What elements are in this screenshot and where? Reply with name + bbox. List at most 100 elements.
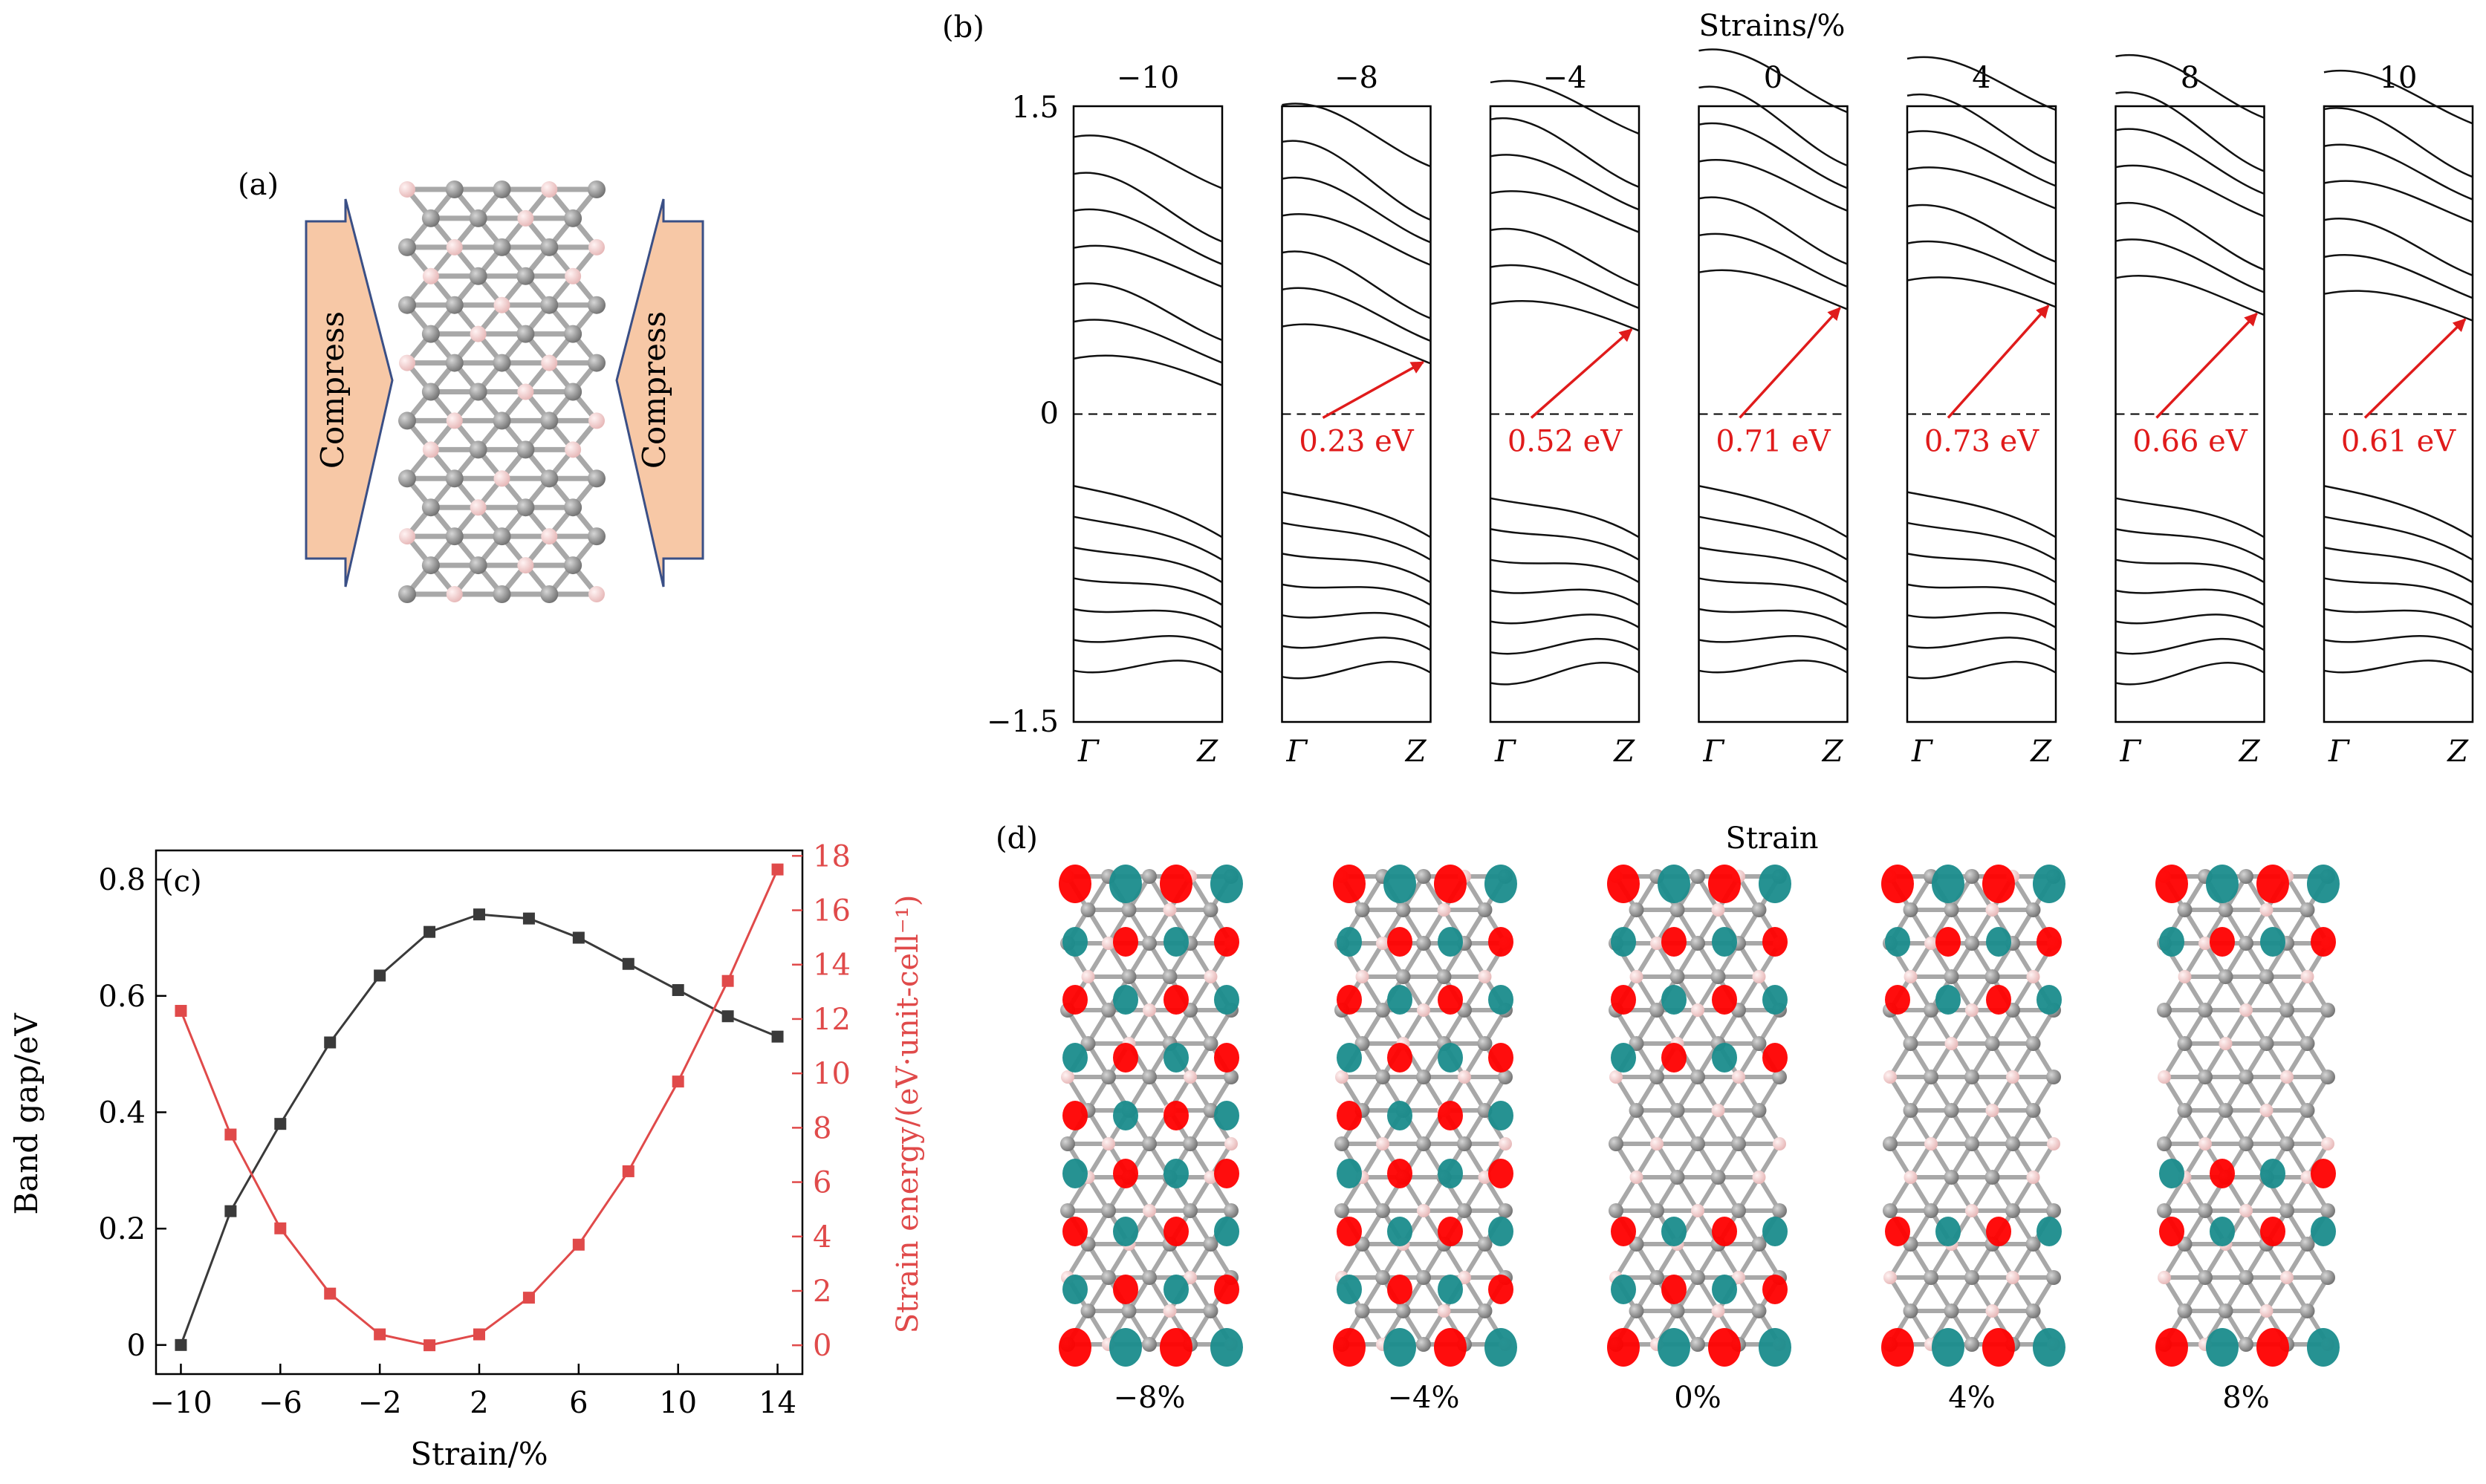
- panel-d-label: (d): [996, 821, 1038, 856]
- gap-label: 0.23 eV: [1299, 425, 1414, 459]
- carbon-atom: [1984, 1036, 2000, 1051]
- band-gap-line: [180, 913, 779, 1346]
- carbon-atom: [2239, 869, 2253, 884]
- carbon-atom: [1609, 1203, 1623, 1218]
- carbon-atom: [398, 411, 416, 430]
- valence-band: [1490, 588, 1640, 606]
- carbon-atom: [2259, 969, 2274, 984]
- boron-atom: [1985, 903, 1999, 917]
- charge-lobe-teal: [1986, 927, 2011, 957]
- boron-atom: [1499, 1137, 1512, 1151]
- boron-atom: [1184, 1271, 1197, 1284]
- charge-lobe-red: [1712, 1217, 1737, 1246]
- strain-energy-marker: [274, 1222, 287, 1234]
- charge-lobe-teal: [2033, 865, 2065, 903]
- boron-atom: [588, 586, 605, 602]
- boron-atom: [2280, 1271, 2294, 1284]
- charge-lobe-red: [1661, 1043, 1687, 1073]
- conduction-band: [1490, 299, 1640, 332]
- charge-lobe-red: [1881, 865, 1914, 903]
- boron-atom: [1691, 1204, 1704, 1217]
- carbon-atom: [1731, 1136, 1746, 1151]
- carbon-atom: [1416, 869, 1431, 884]
- boron-atom: [446, 238, 463, 256]
- boron-atom: [1143, 1003, 1156, 1017]
- conduction-band: [1490, 154, 1640, 211]
- bands: [1698, 48, 1849, 674]
- charge-lobe-red: [1214, 1159, 1239, 1188]
- carbon-atom: [469, 440, 487, 459]
- boron-atom: [1732, 1271, 1745, 1284]
- charge-lobe-red: [1059, 865, 1091, 903]
- band-xtick-z: Z: [1821, 735, 1844, 769]
- bands: [2323, 69, 2473, 674]
- charge-lobe-teal: [1387, 1217, 1412, 1246]
- strain-energy-marker: [423, 1339, 436, 1352]
- c-ytick-left-label: 0: [127, 1329, 146, 1363]
- c-plot-frame: [155, 849, 804, 1376]
- conduction-band: [1282, 176, 1431, 244]
- charge-lobe-red: [1387, 1159, 1412, 1188]
- boron-atom: [2026, 1171, 2040, 1184]
- gap-arrow: [2155, 312, 2258, 419]
- carbon-atom: [1669, 1304, 1685, 1318]
- carbon-atom: [493, 238, 511, 256]
- carbon-atom: [1710, 969, 1726, 984]
- conduction-band: [1698, 85, 1848, 167]
- charge-lobe-red: [1982, 1328, 2015, 1367]
- c-ytick-right-label: 10: [813, 1057, 851, 1091]
- charge-lobe-teal: [2159, 927, 2184, 957]
- charge-lobe-red: [1611, 1217, 1636, 1246]
- carbon-atom: [1690, 936, 1705, 951]
- carbon-atom: [540, 296, 559, 314]
- carbon-atom: [1395, 1304, 1411, 1318]
- conduction-band: [2323, 107, 2473, 178]
- valence-band: [1073, 608, 1223, 628]
- boron-atom: [588, 238, 605, 256]
- carbon-atom: [1924, 1203, 1938, 1218]
- carbon-atom: [1395, 902, 1411, 917]
- carbon-atom: [2239, 1070, 2253, 1084]
- valence-band: [1282, 660, 1432, 680]
- valence-band: [1698, 577, 1849, 606]
- boron-atom: [1143, 1204, 1156, 1217]
- charge-lobe-red: [2311, 1159, 2336, 1188]
- valence-band: [1698, 660, 1849, 674]
- carbon-atom: [2025, 1304, 2041, 1318]
- boron-atom: [1924, 1137, 1938, 1151]
- conduction-band: [2115, 164, 2265, 218]
- valence-band: [1073, 660, 1223, 674]
- carbon-atom: [1498, 1070, 1513, 1084]
- valence-band: [2115, 637, 2265, 655]
- carbon-atom: [1498, 1203, 1513, 1218]
- valence-band: [1490, 528, 1640, 561]
- band-xtick-z: Z: [2446, 735, 2469, 769]
- carbon-atom: [1121, 969, 1137, 984]
- valence-band: [1282, 491, 1432, 538]
- carbon-atom: [469, 209, 487, 227]
- panel-a: (a) Compress Compress: [238, 168, 704, 603]
- strain-energy-marker: [175, 1004, 187, 1017]
- boron-atom: [2300, 1171, 2314, 1184]
- carbon-atom: [1436, 969, 1452, 984]
- charge-lobes: [1333, 865, 1517, 1367]
- carbon-atom: [1924, 1070, 1938, 1084]
- strain-energy-marker: [473, 1328, 485, 1341]
- charge-lobe-teal: [2036, 1217, 2062, 1246]
- band-strain-label: 4: [1972, 61, 1990, 95]
- charge-lobes: [1881, 865, 2065, 1367]
- charge-lobe-red: [1113, 1043, 1138, 1073]
- boron-atom: [1773, 1137, 1786, 1151]
- valence-band: [2115, 614, 2265, 628]
- band-gap-marker: [522, 912, 535, 925]
- boron-atom: [1711, 1304, 1725, 1318]
- charge-lobe-red: [2036, 927, 2062, 957]
- gap-label: 0.71 eV: [1716, 425, 1831, 459]
- carbon-atom: [1080, 1304, 1096, 1318]
- valence-band: [1490, 637, 1640, 655]
- carbon-atom: [1416, 1070, 1431, 1084]
- charge-lobe-red: [1113, 1275, 1138, 1304]
- charge-lobe-teal: [1164, 1159, 1189, 1188]
- carbon-atom: [1354, 902, 1370, 917]
- boron-atom: [2006, 1271, 2019, 1284]
